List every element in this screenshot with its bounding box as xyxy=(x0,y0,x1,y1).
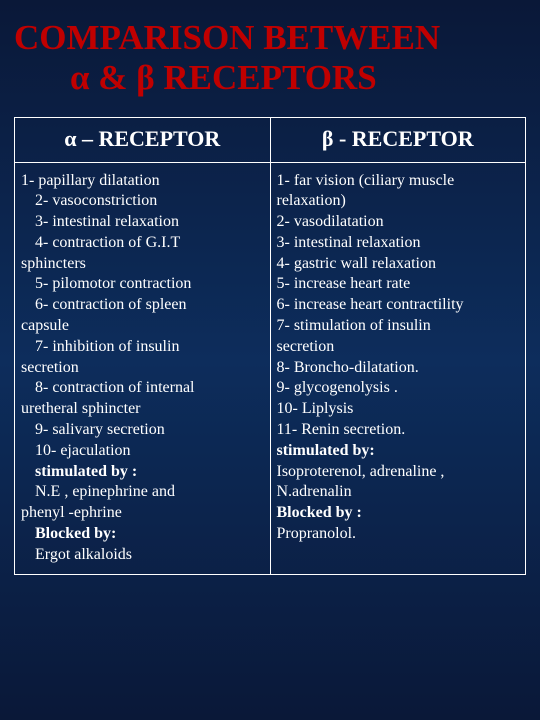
alpha-line: sphincters xyxy=(21,254,264,275)
alpha-line: 5- pilomotor contraction xyxy=(21,274,264,295)
beta-line: 8- Broncho-dilatation. xyxy=(277,358,520,379)
alpha-line: 8- contraction of internal xyxy=(21,378,264,399)
beta-line: 1- far vision (ciliary muscle xyxy=(277,171,520,192)
beta-line: 11- Renin secretion. xyxy=(277,420,520,441)
alpha-line: capsule xyxy=(21,316,264,337)
beta-line: 7- stimulation of insulin xyxy=(277,316,520,337)
header-row: α – RECEPTOR β - RECEPTOR xyxy=(15,117,526,162)
beta-line: Isoproterenol, adrenaline , xyxy=(277,462,520,483)
beta-line: 5- increase heart rate xyxy=(277,274,520,295)
title-line2: α & β RECEPTORS xyxy=(14,58,377,97)
beta-line: secretion xyxy=(277,337,520,358)
alpha-blocked-label: Blocked by: xyxy=(21,524,264,545)
alpha-line: 6- contraction of spleen xyxy=(21,295,264,316)
beta-stimulated-label: stimulated by: xyxy=(277,441,520,462)
beta-line: N.adrenalin xyxy=(277,482,520,503)
alpha-line: 7- inhibition of insulin xyxy=(21,337,264,358)
alpha-line: 2- vasoconstriction xyxy=(21,191,264,212)
alpha-header: α – RECEPTOR xyxy=(15,117,271,162)
beta-cell: 1- far vision (ciliary muscle relaxation… xyxy=(270,162,526,574)
alpha-stimulated-label: stimulated by : xyxy=(21,462,264,483)
content-row: 1- papillary dilatation 2- vasoconstrict… xyxy=(15,162,526,574)
beta-line: 9- glycogenolysis . xyxy=(277,378,520,399)
alpha-line: phenyl -ephrine xyxy=(21,503,264,524)
beta-line: Propranolol. xyxy=(277,524,520,545)
beta-line: 2- vasodilatation xyxy=(277,212,520,233)
beta-header: β - RECEPTOR xyxy=(270,117,526,162)
alpha-line: 1- papillary dilatation xyxy=(21,171,264,192)
beta-line: 4- gastric wall relaxation xyxy=(277,254,520,275)
alpha-line: 9- salivary secretion xyxy=(21,420,264,441)
comparison-table-wrap: α – RECEPTOR β - RECEPTOR 1- papillary d… xyxy=(0,103,540,575)
alpha-line: 3- intestinal relaxation xyxy=(21,212,264,233)
beta-line: relaxation) xyxy=(277,191,520,212)
alpha-cell: 1- papillary dilatation 2- vasoconstrict… xyxy=(15,162,271,574)
alpha-line: 10- ejaculation xyxy=(21,441,264,462)
alpha-line: 4- contraction of G.I.T xyxy=(21,233,264,254)
alpha-line: Ergot alkaloids xyxy=(21,545,264,566)
beta-line: 6- increase heart contractility xyxy=(277,295,520,316)
alpha-line: N.E , epinephrine and xyxy=(21,482,264,503)
slide-title: COMPARISON BETWEEN α & β RECEPTORS xyxy=(0,0,540,103)
alpha-line: uretheral sphincter xyxy=(21,399,264,420)
comparison-table: α – RECEPTOR β - RECEPTOR 1- papillary d… xyxy=(14,117,526,575)
beta-line: 10- Liplysis xyxy=(277,399,520,420)
beta-line: 3- intestinal relaxation xyxy=(277,233,520,254)
alpha-line: secretion xyxy=(21,358,264,379)
title-line1: COMPARISON BETWEEN xyxy=(14,18,440,57)
beta-blocked-label: Blocked by : xyxy=(277,503,520,524)
